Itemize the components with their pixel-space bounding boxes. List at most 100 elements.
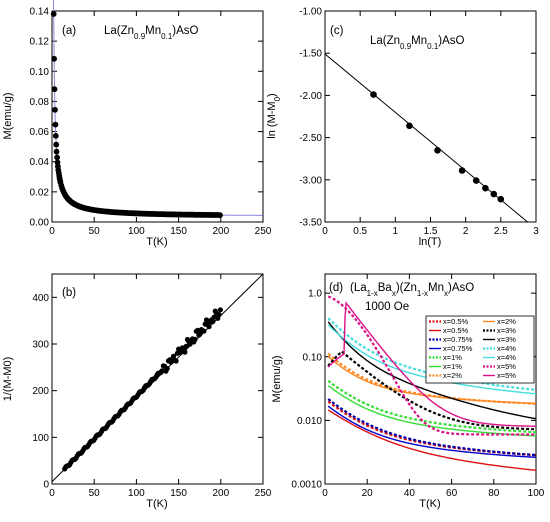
x-tick-label: 0 xyxy=(322,226,328,237)
panel-d-legend-box xyxy=(425,315,535,384)
panel-a-label: (a) xyxy=(62,25,76,37)
x-tick-label: 60 xyxy=(446,488,458,499)
panel-a-data-point xyxy=(51,86,58,93)
panel-d-series-line-13 xyxy=(327,301,537,427)
panel-d-series-line-4 xyxy=(327,379,536,434)
panel-c-data-point xyxy=(434,147,441,154)
panel-d-title: (La1-xBax)(Zn1-xMnx)AsO xyxy=(350,282,474,298)
panel-d-series-line-10 xyxy=(327,317,537,391)
panel-a-data-point xyxy=(54,154,60,161)
panel-b-data-point xyxy=(173,358,179,364)
panel-b-label: (b) xyxy=(62,287,76,299)
panel-d: 0 20 40 60 80 100 0.0010 0.010 0.10 1.0 (d) (La1… xyxy=(271,273,545,510)
panel-c-y-label: ln (M-M0) xyxy=(266,93,282,138)
panel-c-y-ticks: -1.00 -1.50 -2.00 -2.50 -3.00 -3.50 xyxy=(299,7,536,229)
y-tick-label: -3.50 xyxy=(299,218,322,229)
legend-entry: x=4% xyxy=(497,344,516,353)
panel-b-marks xyxy=(51,273,264,483)
legend-entry: x=0.5% xyxy=(443,326,469,335)
panel-d-series-line-3 xyxy=(327,405,536,458)
panel-a-data-point xyxy=(50,11,57,17)
y-tick-label: 0.02 xyxy=(30,187,50,198)
panel-c-data-point xyxy=(370,91,377,98)
y-tick-label: 0.010 xyxy=(297,416,322,427)
x-tick-label: 0 xyxy=(49,488,55,499)
panel-b-x-label: T(K) xyxy=(146,498,167,510)
panel-a-data-point xyxy=(52,133,59,139)
panel-b-data-point xyxy=(206,324,212,330)
panel-b-y-ticks: 0 100 200 300 400 xyxy=(32,293,263,491)
x-tick-label: 80 xyxy=(488,488,500,499)
panel-a-data-point xyxy=(217,212,223,219)
x-tick-label: 100 xyxy=(128,488,145,499)
y-tick-label: -1.50 xyxy=(299,49,322,60)
panel-b-data-point xyxy=(164,366,170,372)
x-tick-label: 150 xyxy=(170,226,187,237)
panel-a-data-point xyxy=(53,148,60,155)
panel-b-data-point xyxy=(159,368,165,374)
y-tick-label: -1.00 xyxy=(299,7,322,18)
x-tick-label: 250 xyxy=(255,226,272,237)
x-tick-label: 1.5 xyxy=(424,226,438,237)
y-tick-label: 0.14 xyxy=(30,7,50,18)
y-tick-label: 0.10 xyxy=(303,352,323,363)
panel-c-fit-line xyxy=(324,53,528,223)
y-tick-label: -2.00 xyxy=(299,91,322,102)
x-tick-label: 250 xyxy=(255,488,272,499)
panel-a-marks xyxy=(50,0,263,219)
panel-d-series-line-1 xyxy=(327,409,537,471)
panel-b-data-point xyxy=(182,349,188,355)
y-tick-label: 400 xyxy=(32,293,49,304)
y-tick-label: 300 xyxy=(32,340,49,351)
legend-entry: x=0.75% xyxy=(443,344,473,353)
x-tick-label: 100 xyxy=(528,488,545,499)
legend-entry: x=4% xyxy=(497,353,516,362)
legend-entry: x=5% xyxy=(497,362,516,371)
y-tick-label: -2.50 xyxy=(299,133,322,144)
y-tick-label: 0.0010 xyxy=(291,480,322,491)
panel-c-data-point xyxy=(482,184,489,192)
panel-b-data-point xyxy=(217,307,223,313)
panel-a-data-point xyxy=(53,141,60,148)
panel-b-y-label: 1/(M-M0) xyxy=(2,357,14,402)
panel-d-series-line-7 xyxy=(327,356,537,405)
x-tick-label: 1 xyxy=(393,226,399,237)
panel-c-label: (c) xyxy=(330,25,344,37)
y-tick-label: 0.12 xyxy=(30,37,50,48)
y-tick-label: -3.00 xyxy=(299,175,322,186)
panel-b-data-point xyxy=(170,353,177,359)
legend-entry: x=2% xyxy=(497,317,516,326)
panel-d-marks xyxy=(327,295,537,471)
panel-d-x-label: T(K) xyxy=(419,498,440,510)
x-tick-label: 20 xyxy=(362,488,374,499)
x-tick-label: 150 xyxy=(170,488,187,499)
panel-d-x-ticks: 0 20 40 60 80 100 xyxy=(322,274,545,499)
x-tick-label: 200 xyxy=(212,488,229,499)
panel-a-data-point xyxy=(52,106,58,113)
panel-d-series-line-12 xyxy=(327,295,536,436)
panel-b-frame xyxy=(51,273,264,485)
x-tick-label: 200 xyxy=(212,226,229,237)
x-tick-label: 50 xyxy=(89,488,101,499)
panel-d-series-line-0 xyxy=(327,400,537,457)
panel-c-data-point xyxy=(472,177,480,184)
y-tick-label: 1.0 xyxy=(308,289,322,300)
panel-c-x-label: ln(T) xyxy=(419,236,442,248)
y-tick-label: 0.08 xyxy=(30,97,50,108)
x-tick-label: 0.5 xyxy=(353,226,367,237)
panel-d-legend: x=0.5%x=0.5%x=0.75%x=0.75%x=1%x=1%x=2%x=… xyxy=(425,315,535,384)
panel-c-data-point xyxy=(490,190,498,198)
panel-a-data-point xyxy=(51,55,57,62)
x-tick-label: 0 xyxy=(49,226,55,237)
panel-b: 0 50 100 150 200 250 0 100 200 300 400 (b) T(K) 1… xyxy=(2,273,272,510)
panel-c: 0 0.5 1 1.5 2 2.5 3 -1.00-1.50-2.00-2.50-3.00-… xyxy=(266,7,539,249)
legend-entry: x=1% xyxy=(443,362,462,371)
x-tick-label: 0 xyxy=(322,488,328,499)
panel-a-frame xyxy=(51,10,264,223)
legend-entry: x=2% xyxy=(443,371,462,380)
panel-d-series-line-6 xyxy=(327,352,537,405)
panel-b-data-point xyxy=(183,343,189,349)
panel-d-annotation: 1000 Oe xyxy=(365,301,409,313)
panel-c-x-ticks: 0 0.5 1 1.5 2 2.5 3 xyxy=(322,11,539,237)
